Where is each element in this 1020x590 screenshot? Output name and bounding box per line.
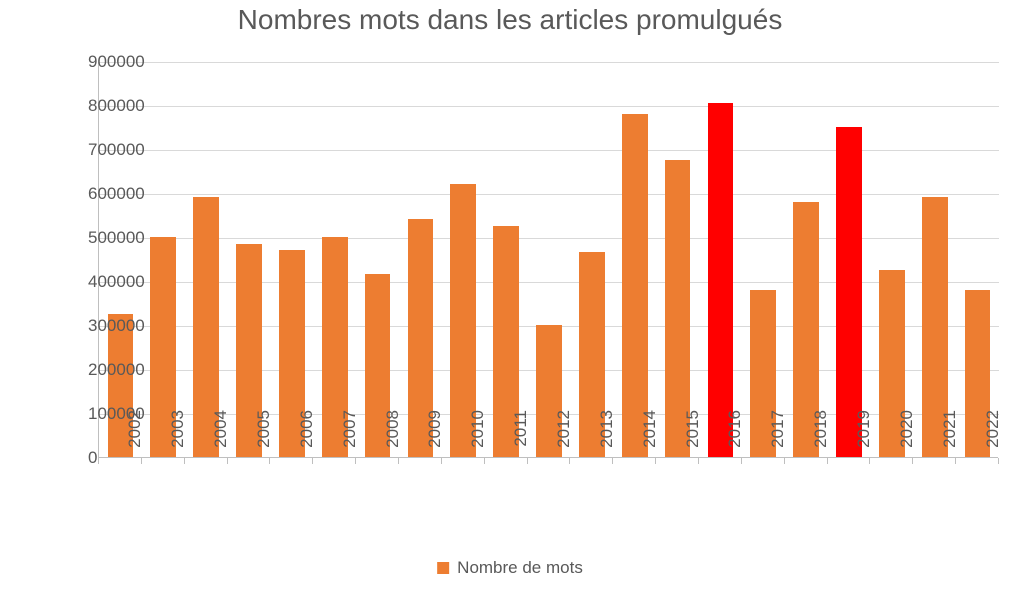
gridline xyxy=(99,282,999,283)
bar xyxy=(836,127,862,457)
bar xyxy=(622,114,648,457)
x-tick-label: 2021 xyxy=(940,410,960,470)
x-tick-label: 2016 xyxy=(725,410,745,470)
x-tick-label: 2015 xyxy=(683,410,703,470)
gridline xyxy=(99,194,999,195)
x-tick-label: 2006 xyxy=(297,410,317,470)
plot-area xyxy=(98,62,998,458)
chart-container: Nombres mots dans les articles promulgué… xyxy=(0,0,1020,590)
x-tick-label: 2011 xyxy=(511,410,531,470)
plot-wrapper: 0100000200000300000400000500000600000700… xyxy=(98,62,998,458)
bar xyxy=(708,103,734,457)
chart-title: Nombres mots dans les articles promulgué… xyxy=(0,0,1020,36)
x-tick-label: 2020 xyxy=(897,410,917,470)
legend: Nombre de mots xyxy=(437,558,583,578)
x-tick-label: 2019 xyxy=(854,410,874,470)
x-tick-label: 2022 xyxy=(983,410,1003,470)
gridline xyxy=(99,106,999,107)
gridline xyxy=(99,238,999,239)
x-tick-label: 2005 xyxy=(254,410,274,470)
x-tick-label: 2014 xyxy=(640,410,660,470)
x-tick-label: 2012 xyxy=(554,410,574,470)
x-tick-label: 2017 xyxy=(768,410,788,470)
legend-swatch xyxy=(437,562,449,574)
x-tick-label: 2007 xyxy=(340,410,360,470)
legend-label: Nombre de mots xyxy=(457,558,583,578)
x-tick-label: 2003 xyxy=(168,410,188,470)
gridline xyxy=(99,62,999,63)
x-tick-label: 2009 xyxy=(425,410,445,470)
gridline xyxy=(99,150,999,151)
x-tick-label: 2004 xyxy=(211,410,231,470)
x-tick-label: 2002 xyxy=(125,410,145,470)
x-tick-label: 2018 xyxy=(811,410,831,470)
x-tick xyxy=(98,458,99,464)
x-tick-label: 2013 xyxy=(597,410,617,470)
x-tick-label: 2008 xyxy=(383,410,403,470)
x-tick-label: 2010 xyxy=(468,410,488,470)
